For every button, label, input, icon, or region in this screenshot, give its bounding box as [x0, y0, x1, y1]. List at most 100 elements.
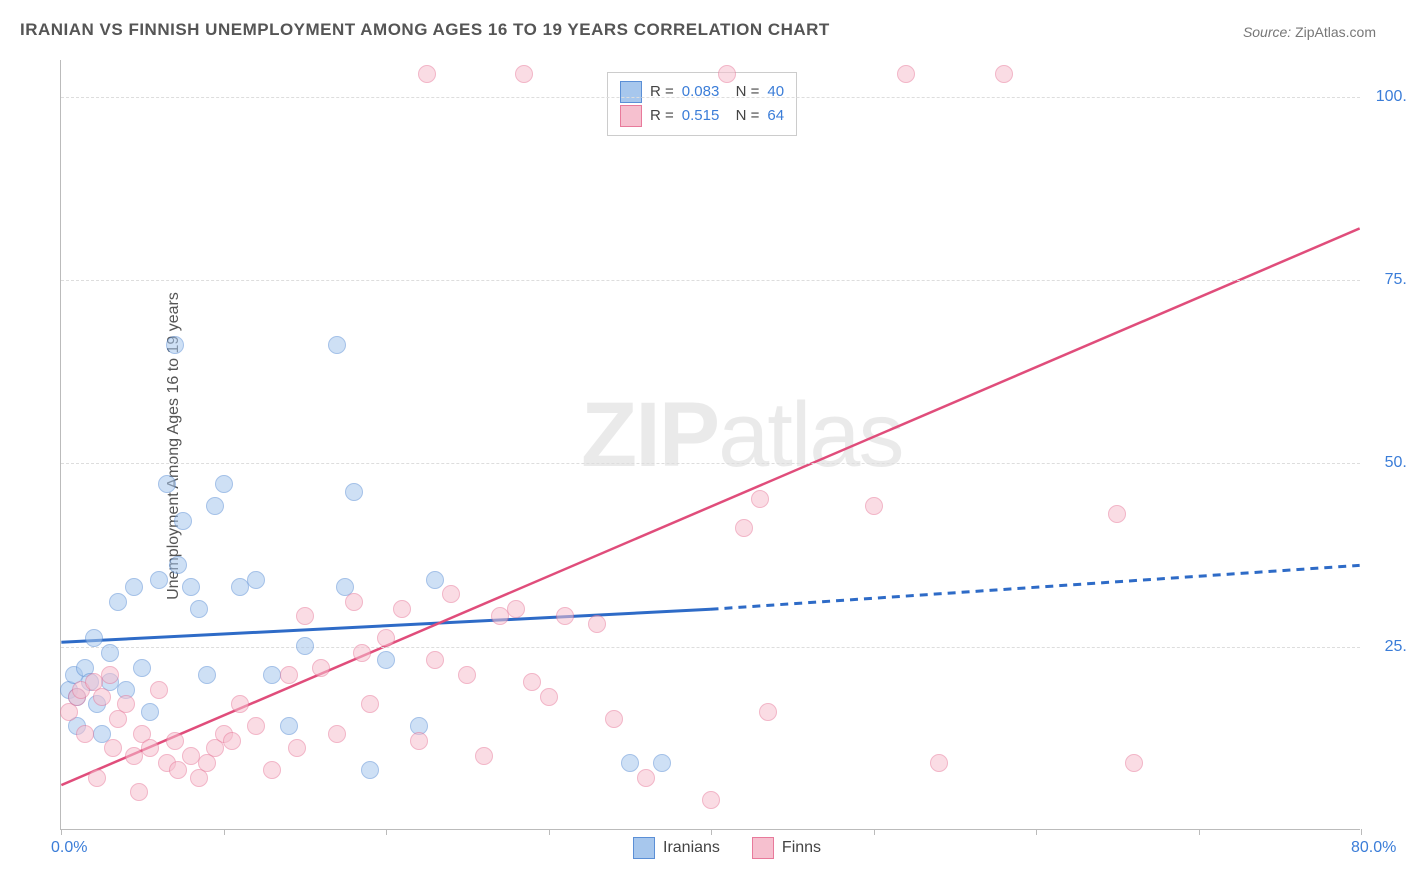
- stat-r-label: R =: [650, 107, 674, 124]
- data-point: [166, 336, 184, 354]
- data-point: [150, 681, 168, 699]
- x-tick: [1361, 829, 1362, 835]
- data-point: [182, 578, 200, 596]
- data-point: [133, 659, 151, 677]
- legend-item: Iranians: [633, 837, 720, 859]
- data-point: [353, 644, 371, 662]
- data-point: [104, 739, 122, 757]
- y-tick-label: 75.0%: [1370, 271, 1406, 289]
- data-point: [751, 490, 769, 508]
- data-point: [288, 739, 306, 757]
- legend-label: Iranians: [663, 839, 720, 857]
- data-point: [328, 336, 346, 354]
- data-point: [247, 571, 265, 589]
- data-point: [865, 497, 883, 515]
- data-point: [588, 615, 606, 633]
- data-point: [223, 732, 241, 750]
- data-point: [88, 769, 106, 787]
- data-point: [141, 739, 159, 757]
- data-point: [130, 783, 148, 801]
- watermark: ZIPatlas: [581, 383, 902, 488]
- legend-swatch: [633, 837, 655, 859]
- data-point: [215, 475, 233, 493]
- data-point: [101, 644, 119, 662]
- data-point: [141, 703, 159, 721]
- legend-stats-row: R = 0.083 N = 40: [620, 81, 784, 103]
- data-point: [458, 666, 476, 684]
- chart-title: IRANIAN VS FINNISH UNEMPLOYMENT AMONG AG…: [20, 20, 830, 40]
- data-point: [198, 666, 216, 684]
- gridline: [61, 647, 1360, 648]
- legend-swatch: [752, 837, 774, 859]
- source-value: ZipAtlas.com: [1295, 24, 1376, 40]
- gridline: [61, 463, 1360, 464]
- data-point: [174, 512, 192, 530]
- legend-swatch: [620, 105, 642, 127]
- data-point: [247, 717, 265, 735]
- data-point: [109, 593, 127, 611]
- legend-label: Finns: [782, 839, 821, 857]
- data-point: [702, 791, 720, 809]
- data-point: [280, 717, 298, 735]
- data-point: [125, 747, 143, 765]
- x-tick-label: 80.0%: [1351, 839, 1396, 857]
- data-point: [117, 695, 135, 713]
- data-point: [605, 710, 623, 728]
- legend-bottom: Iranians Finns: [633, 837, 821, 859]
- source-attribution: Source: ZipAtlas.com: [1243, 24, 1376, 40]
- x-tick: [1036, 829, 1037, 835]
- data-point: [735, 519, 753, 537]
- plot-area: ZIPatlas R = 0.083 N = 40R = 0.515 N = 6…: [60, 60, 1360, 830]
- data-point: [280, 666, 298, 684]
- data-point: [540, 688, 558, 706]
- data-point: [1108, 505, 1126, 523]
- legend-item: Finns: [752, 837, 821, 859]
- legend-stats-box: R = 0.083 N = 40R = 0.515 N = 64: [607, 72, 797, 136]
- data-point: [442, 585, 460, 603]
- data-point: [296, 607, 314, 625]
- x-tick-label: 0.0%: [51, 839, 87, 857]
- data-point: [150, 571, 168, 589]
- legend-swatch: [620, 81, 642, 103]
- data-point: [491, 607, 509, 625]
- x-tick: [711, 829, 712, 835]
- data-point: [418, 65, 436, 83]
- data-point: [190, 600, 208, 618]
- stat-r-value: 0.515: [682, 107, 720, 124]
- data-point: [426, 571, 444, 589]
- y-tick-label: 100.0%: [1370, 88, 1406, 106]
- data-point: [263, 761, 281, 779]
- data-point: [653, 754, 671, 772]
- y-tick-label: 50.0%: [1370, 454, 1406, 472]
- watermark-bold: ZIP: [581, 384, 718, 486]
- data-point: [231, 578, 249, 596]
- data-point: [206, 497, 224, 515]
- regression-lines: [61, 60, 1360, 829]
- data-point: [93, 688, 111, 706]
- data-point: [475, 747, 493, 765]
- data-point: [361, 695, 379, 713]
- data-point: [76, 725, 94, 743]
- x-tick: [386, 829, 387, 835]
- data-point: [169, 556, 187, 574]
- data-point: [296, 637, 314, 655]
- data-point: [393, 600, 411, 618]
- data-point: [345, 593, 363, 611]
- stat-n-label: N =: [727, 107, 759, 124]
- gridline: [61, 97, 1360, 98]
- data-point: [377, 651, 395, 669]
- x-tick: [61, 829, 62, 835]
- data-point: [897, 65, 915, 83]
- watermark-rest: atlas: [718, 384, 902, 486]
- x-tick: [549, 829, 550, 835]
- data-point: [621, 754, 639, 772]
- data-point: [637, 769, 655, 787]
- y-tick-label: 25.0%: [1370, 638, 1406, 656]
- data-point: [312, 659, 330, 677]
- data-point: [101, 666, 119, 684]
- data-point: [328, 725, 346, 743]
- data-point: [345, 483, 363, 501]
- data-point: [158, 475, 176, 493]
- gridline: [61, 280, 1360, 281]
- data-point: [507, 600, 525, 618]
